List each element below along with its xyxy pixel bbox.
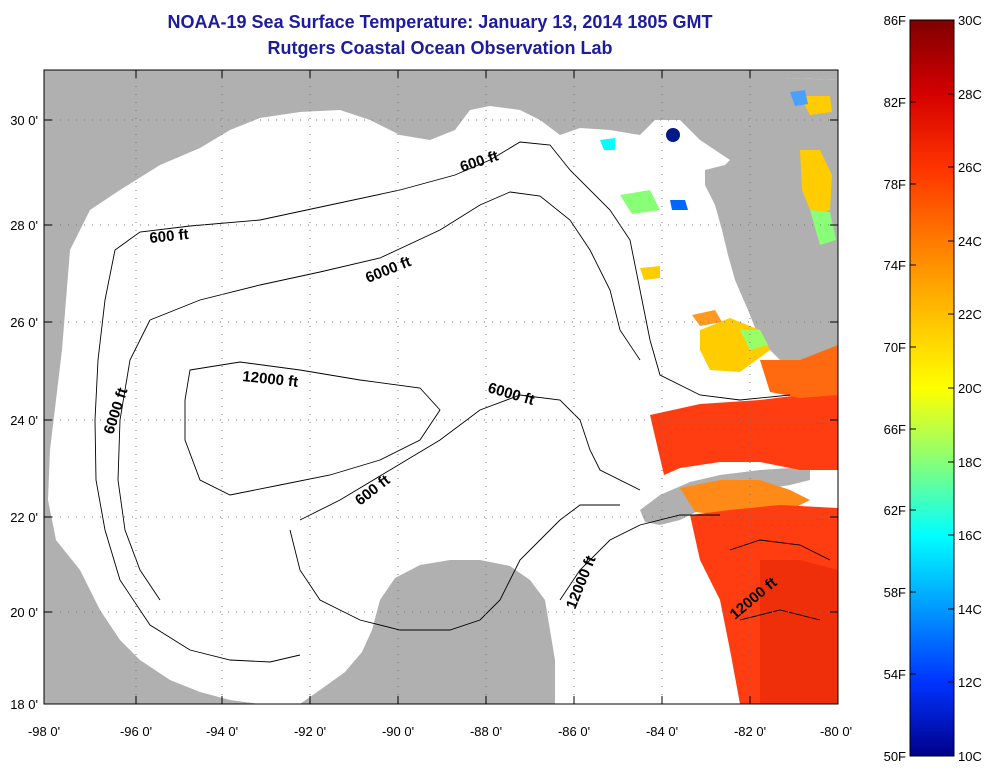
colorbar-f-label: 78F (884, 177, 906, 192)
colorbar-c-label: 26C (958, 160, 982, 175)
colorbar-c-label: 12C (958, 675, 982, 690)
colorbar-f-label: 62F (884, 503, 906, 518)
colorbar-f-labels: 86F 82F 78F 74F 70F 66F 62F 58F 54F 50F (884, 13, 906, 764)
x-tick-label: -92 0' (294, 724, 326, 739)
y-tick-label: 22 0' (10, 510, 38, 525)
colorbar-c-labels: 30C 28C 26C 24C 22C 20C 18C 16C 14C 12C … (958, 13, 982, 764)
colorbar-c-label: 18C (958, 455, 982, 470)
map-subtitle: Rutgers Coastal Ocean Observation Lab (267, 38, 613, 58)
x-tick-label: -80 0' (820, 724, 852, 739)
y-tick-label: 18 0' (10, 697, 38, 712)
x-tick-label: -86 0' (558, 724, 590, 739)
colorbar-c-label: 10C (958, 749, 982, 764)
colorbar: 86F 82F 78F 74F 70F 66F 62F 58F 54F 50F … (884, 13, 982, 764)
x-tick-label: -84 0' (646, 724, 678, 739)
x-axis-labels: -98 0' -96 0' -94 0' -92 0' -90 0' -88 0… (28, 724, 852, 739)
map-frame (43, 69, 839, 705)
colorbar-f-label: 50F (884, 749, 906, 764)
x-tick-label: -90 0' (382, 724, 414, 739)
contour-label: 600 ft (149, 226, 190, 247)
colorbar-f-label: 66F (884, 422, 906, 437)
x-tick-label: -98 0' (28, 724, 60, 739)
map-title: NOAA-19 Sea Surface Temperature: January… (167, 12, 713, 32)
colorbar-c-label: 20C (958, 381, 982, 396)
colorbar-c-label: 22C (958, 307, 982, 322)
colorbar-c-label: 24C (958, 234, 982, 249)
x-tick-label: -88 0' (470, 724, 502, 739)
sst-data-patches (600, 90, 838, 704)
y-tick-label: 20 0' (10, 605, 38, 620)
colorbar-f-label: 82F (884, 95, 906, 110)
colorbar-f-label: 70F (884, 340, 906, 355)
map-area: 600 ft 600 ft 6000 ft 6000 ft 12000 ft 6… (44, 70, 838, 704)
colorbar-f-label: 74F (884, 258, 906, 273)
x-tick-label: -96 0' (120, 724, 152, 739)
colorbar-c-label: 16C (958, 528, 982, 543)
y-axis-labels: 30 0' 28 0' 26 0' 24 0' 22 0' 20 0' 18 0… (10, 113, 38, 712)
grid-lines (44, 70, 838, 704)
x-tick-label: -94 0' (206, 724, 238, 739)
axis-ticks (43, 70, 839, 704)
colorbar-f-label: 86F (884, 13, 906, 28)
bathymetry-contours (94, 141, 831, 663)
colorbar-f-label: 58F (884, 585, 906, 600)
y-tick-label: 28 0' (10, 218, 38, 233)
colorbar-f-label: 54F (884, 667, 906, 682)
colorbar-c-label: 30C (958, 13, 982, 28)
y-tick-label: 30 0' (10, 113, 38, 128)
contour-label: 12000 ft (242, 368, 299, 391)
colorbar-gradient (909, 19, 955, 757)
colorbar-c-label: 28C (958, 87, 982, 102)
y-tick-label: 24 0' (10, 413, 38, 428)
land-yucatan (300, 560, 555, 704)
x-tick-label: -82 0' (734, 724, 766, 739)
colorbar-c-label: 14C (958, 602, 982, 617)
y-tick-label: 26 0' (10, 315, 38, 330)
